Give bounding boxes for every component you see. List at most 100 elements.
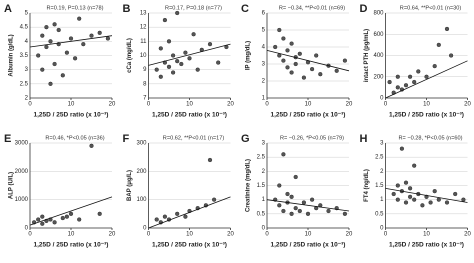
point xyxy=(179,61,184,67)
trend-line xyxy=(148,43,231,66)
x-tick-label: 20 xyxy=(346,232,353,238)
y-tick-label: 2 xyxy=(262,79,266,85)
y-tick-label: 12 xyxy=(140,25,147,31)
point xyxy=(289,211,294,216)
y-tick-label: 2.5 xyxy=(20,81,29,87)
point xyxy=(77,16,82,21)
y-tick-label: 5 xyxy=(262,28,266,34)
point xyxy=(318,72,323,77)
point xyxy=(444,26,450,32)
point xyxy=(212,197,217,202)
x-tick-label: 0 xyxy=(147,102,151,108)
x-tick-label: 20 xyxy=(464,232,471,238)
point xyxy=(171,53,176,58)
y-tick-label: 2 xyxy=(262,169,266,175)
point xyxy=(183,214,188,219)
point xyxy=(68,211,74,216)
y-tick-label: 300 xyxy=(136,141,147,147)
y-tick-label: 9 xyxy=(143,67,147,73)
x-tick-label: 10 xyxy=(186,102,193,108)
trend-line xyxy=(266,199,350,212)
point xyxy=(36,53,41,58)
y-tick-label: 2000 xyxy=(15,169,29,175)
point xyxy=(334,68,339,73)
trend-line xyxy=(266,50,350,72)
x-axis-label: 1,25D / 25D ratio (x 10⁻³) xyxy=(389,112,464,119)
x-tick-label: 10 xyxy=(186,232,193,238)
point xyxy=(285,48,290,53)
point xyxy=(428,200,433,205)
point xyxy=(424,74,429,79)
trend-line xyxy=(148,196,231,229)
point xyxy=(52,61,57,67)
y-tick-label: 0 xyxy=(380,96,384,102)
point xyxy=(387,79,392,85)
point xyxy=(293,206,298,211)
stat-text: R=0.64, **P<0.01 (n=30) xyxy=(400,5,462,11)
point xyxy=(77,217,82,222)
y-tick-label: 10 xyxy=(140,53,147,59)
point xyxy=(44,44,49,50)
point xyxy=(281,152,286,157)
panel-letter: C xyxy=(241,3,249,15)
point xyxy=(403,200,409,205)
y-tick-label: 1.5 xyxy=(257,183,266,189)
y-tick-label: 3 xyxy=(262,141,266,147)
x-tick-label: 0 xyxy=(28,232,32,238)
y-tick-label: 2.5 xyxy=(257,155,266,161)
point xyxy=(162,214,167,219)
point xyxy=(412,197,417,202)
y-tick-label: 1 xyxy=(262,96,266,102)
point xyxy=(158,46,163,51)
point xyxy=(412,79,417,85)
point xyxy=(310,66,315,72)
y-tick-label: 200 xyxy=(373,74,384,80)
x-axis-label: 1,25D / 25D ratio (x 10⁻³) xyxy=(389,242,464,249)
x-tick-label: 20 xyxy=(346,102,353,108)
point xyxy=(48,39,53,44)
y-tick-label: 4 xyxy=(262,45,266,51)
point xyxy=(408,186,413,191)
y-tick-label: 0 xyxy=(143,226,147,232)
point xyxy=(187,56,192,61)
x-tick-label: 0 xyxy=(384,232,388,238)
point xyxy=(395,74,400,79)
point xyxy=(191,32,196,37)
point xyxy=(175,211,180,216)
point xyxy=(416,69,421,74)
point xyxy=(293,61,298,67)
point xyxy=(40,221,45,226)
x-axis-label: 1,25D / 25D ratio (x 10⁻³) xyxy=(152,112,227,119)
panel-letter: F xyxy=(123,133,130,145)
point xyxy=(301,75,306,80)
point xyxy=(166,64,172,69)
y-axis-label: cCa (mg/dL) xyxy=(127,38,133,73)
y-tick-label: 11 xyxy=(140,39,147,45)
point xyxy=(48,81,53,86)
point xyxy=(403,83,409,88)
panel-letter: D xyxy=(360,3,368,15)
y-tick-label: 1 xyxy=(262,197,266,203)
point xyxy=(40,67,45,72)
point xyxy=(399,146,404,151)
point xyxy=(395,183,400,188)
x-axis-label: 1,25D / 25D ratio (x 10⁻³) xyxy=(152,242,227,249)
stat-text: R= −0.34, **P<0.01 (n=69) xyxy=(279,5,345,11)
x-axis-label: 1,25D / 25D ratio (x 10⁻³) xyxy=(271,242,346,249)
y-axis-label: IP (mg/dL) xyxy=(246,41,252,70)
panel-letter: B xyxy=(123,3,131,15)
point xyxy=(183,50,188,55)
panel-letter: A xyxy=(4,3,12,15)
y-tick-label: 8 xyxy=(143,81,147,87)
y-tick-label: 1 xyxy=(380,197,384,203)
y-tick-label: 13 xyxy=(140,11,147,17)
x-tick-label: 20 xyxy=(464,102,471,108)
stat-text: R=0.19, P=0.13 (n=78) xyxy=(46,5,103,11)
point xyxy=(64,214,69,219)
y-tick-label: 400 xyxy=(373,53,384,59)
y-tick-label: 4 xyxy=(25,39,29,45)
point xyxy=(175,59,180,64)
point xyxy=(310,197,315,202)
y-tick-label: 800 xyxy=(373,11,384,17)
point xyxy=(175,10,180,16)
